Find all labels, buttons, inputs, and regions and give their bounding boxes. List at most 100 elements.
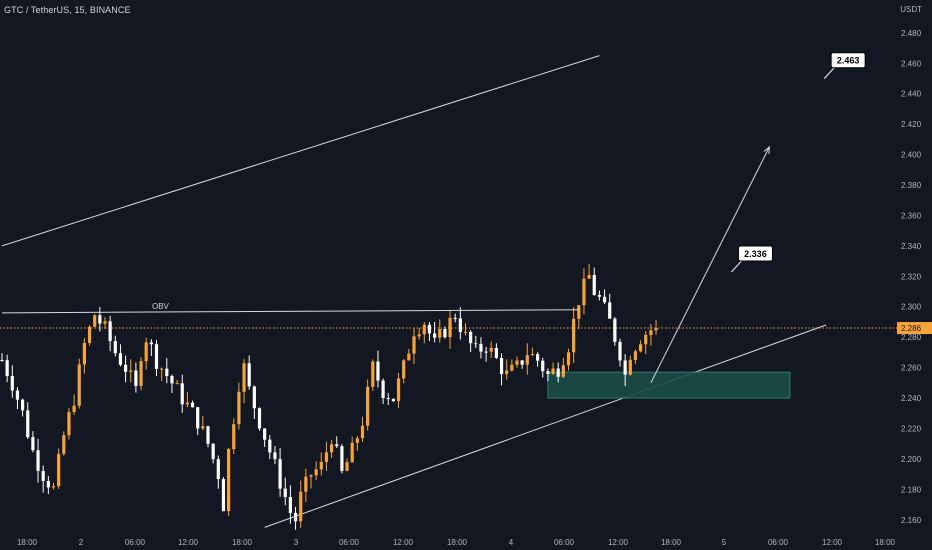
x-tick-label: 18:00 [661, 538, 682, 547]
candle-body [232, 424, 236, 450]
candle-body [139, 361, 143, 386]
candle-body [407, 353, 411, 361]
candle-body [644, 334, 648, 345]
candles [0, 263, 658, 530]
candle-body [134, 370, 138, 386]
candle-body [371, 361, 375, 387]
candle-body [541, 360, 545, 372]
candle-body [57, 453, 61, 487]
candle-body [113, 341, 117, 354]
x-tick-label: 12:00 [608, 538, 629, 547]
candle-body [654, 328, 658, 331]
candle-body [103, 321, 107, 324]
candle-body [309, 475, 313, 477]
candle-body [170, 376, 174, 384]
price-unit-label: USDT [900, 5, 922, 14]
candle-body [551, 368, 555, 374]
candle-body [427, 324, 432, 334]
y-tick-label: 2.320 [901, 272, 922, 281]
candle-body [82, 342, 86, 365]
callout-pointer [731, 259, 743, 273]
candle-body [469, 331, 473, 344]
candle-body [5, 360, 9, 377]
candle-body [98, 315, 102, 324]
candle-body [237, 391, 241, 425]
candle-body [227, 449, 231, 512]
candle-body [484, 351, 488, 353]
candle-body [350, 442, 354, 463]
current-price-tag [897, 322, 932, 335]
candle-body [216, 459, 220, 480]
candle-body [26, 410, 30, 438]
y-tick-label: 2.160 [901, 516, 922, 525]
candle-body [93, 315, 97, 327]
x-axis: 18:00 2 06:00 12:00 18:00 3 06:00 12:00 18:00 4 06… [17, 538, 896, 547]
candle-body [443, 329, 447, 338]
y-tick-label: 2.400 [901, 151, 922, 160]
candle-body [330, 444, 334, 453]
candle-body [417, 334, 421, 337]
candle-body [566, 352, 571, 366]
demand-zone [547, 371, 791, 399]
candle-body [556, 368, 560, 377]
candle-body [489, 347, 493, 352]
candle-body [319, 461, 323, 470]
candle-body [304, 476, 308, 492]
candle-body [201, 426, 205, 429]
candle-body [77, 364, 81, 406]
candle-body [283, 488, 287, 497]
candle-body [278, 459, 282, 489]
candle-body [211, 443, 215, 460]
candle-body [458, 318, 462, 332]
candle-body [149, 342, 153, 345]
candle-body [252, 386, 256, 409]
candle-body [438, 329, 442, 338]
candle-body [257, 408, 262, 429]
candle-body [31, 437, 35, 451]
x-tick-label: 18:00 [447, 538, 468, 547]
candle-body [572, 318, 576, 353]
obv-layer: OBV [1, 302, 579, 314]
candle-body [263, 428, 267, 440]
candle-body [165, 368, 169, 377]
candle-body [46, 481, 50, 488]
y-tick-label: 2.440 [901, 90, 922, 99]
candle-body [515, 360, 519, 365]
y-tick-label: 2.380 [901, 181, 922, 190]
callout-label: 2.336 [744, 249, 767, 259]
price-callout: 2.336 [731, 245, 773, 273]
y-tick-label: 2.260 [901, 364, 922, 373]
candle-body [613, 318, 617, 342]
candle-body [479, 343, 483, 352]
candle-body [505, 370, 509, 375]
callout-box [830, 52, 866, 69]
x-tick-label: 06:00 [125, 538, 146, 547]
upper-channel-line [1, 55, 600, 247]
x-tick-label: 12:00 [178, 538, 199, 547]
candle-body [10, 376, 14, 391]
x-tick-label: 12:00 [393, 538, 414, 547]
candle-body [21, 399, 25, 411]
candle-body [124, 364, 128, 372]
projection-arrow-line [650, 146, 770, 384]
callout-label: 2.463 [837, 56, 860, 66]
candle-body [474, 343, 478, 345]
candle-body [160, 368, 164, 370]
candle-body [525, 355, 529, 365]
candle-body [608, 302, 612, 319]
candle-body [87, 326, 92, 343]
candle-body [41, 470, 45, 482]
candle-body [592, 275, 596, 295]
candle-body [129, 370, 133, 372]
candle-body [268, 439, 272, 453]
candle-body [463, 331, 468, 333]
candle-body [633, 351, 638, 360]
candle-body [154, 344, 159, 370]
candle-body [340, 446, 344, 471]
candle-body [324, 452, 329, 462]
candle-body [144, 342, 148, 362]
candle-body [639, 344, 643, 352]
obv-label: OBV [152, 302, 170, 311]
candle-body [62, 435, 66, 454]
